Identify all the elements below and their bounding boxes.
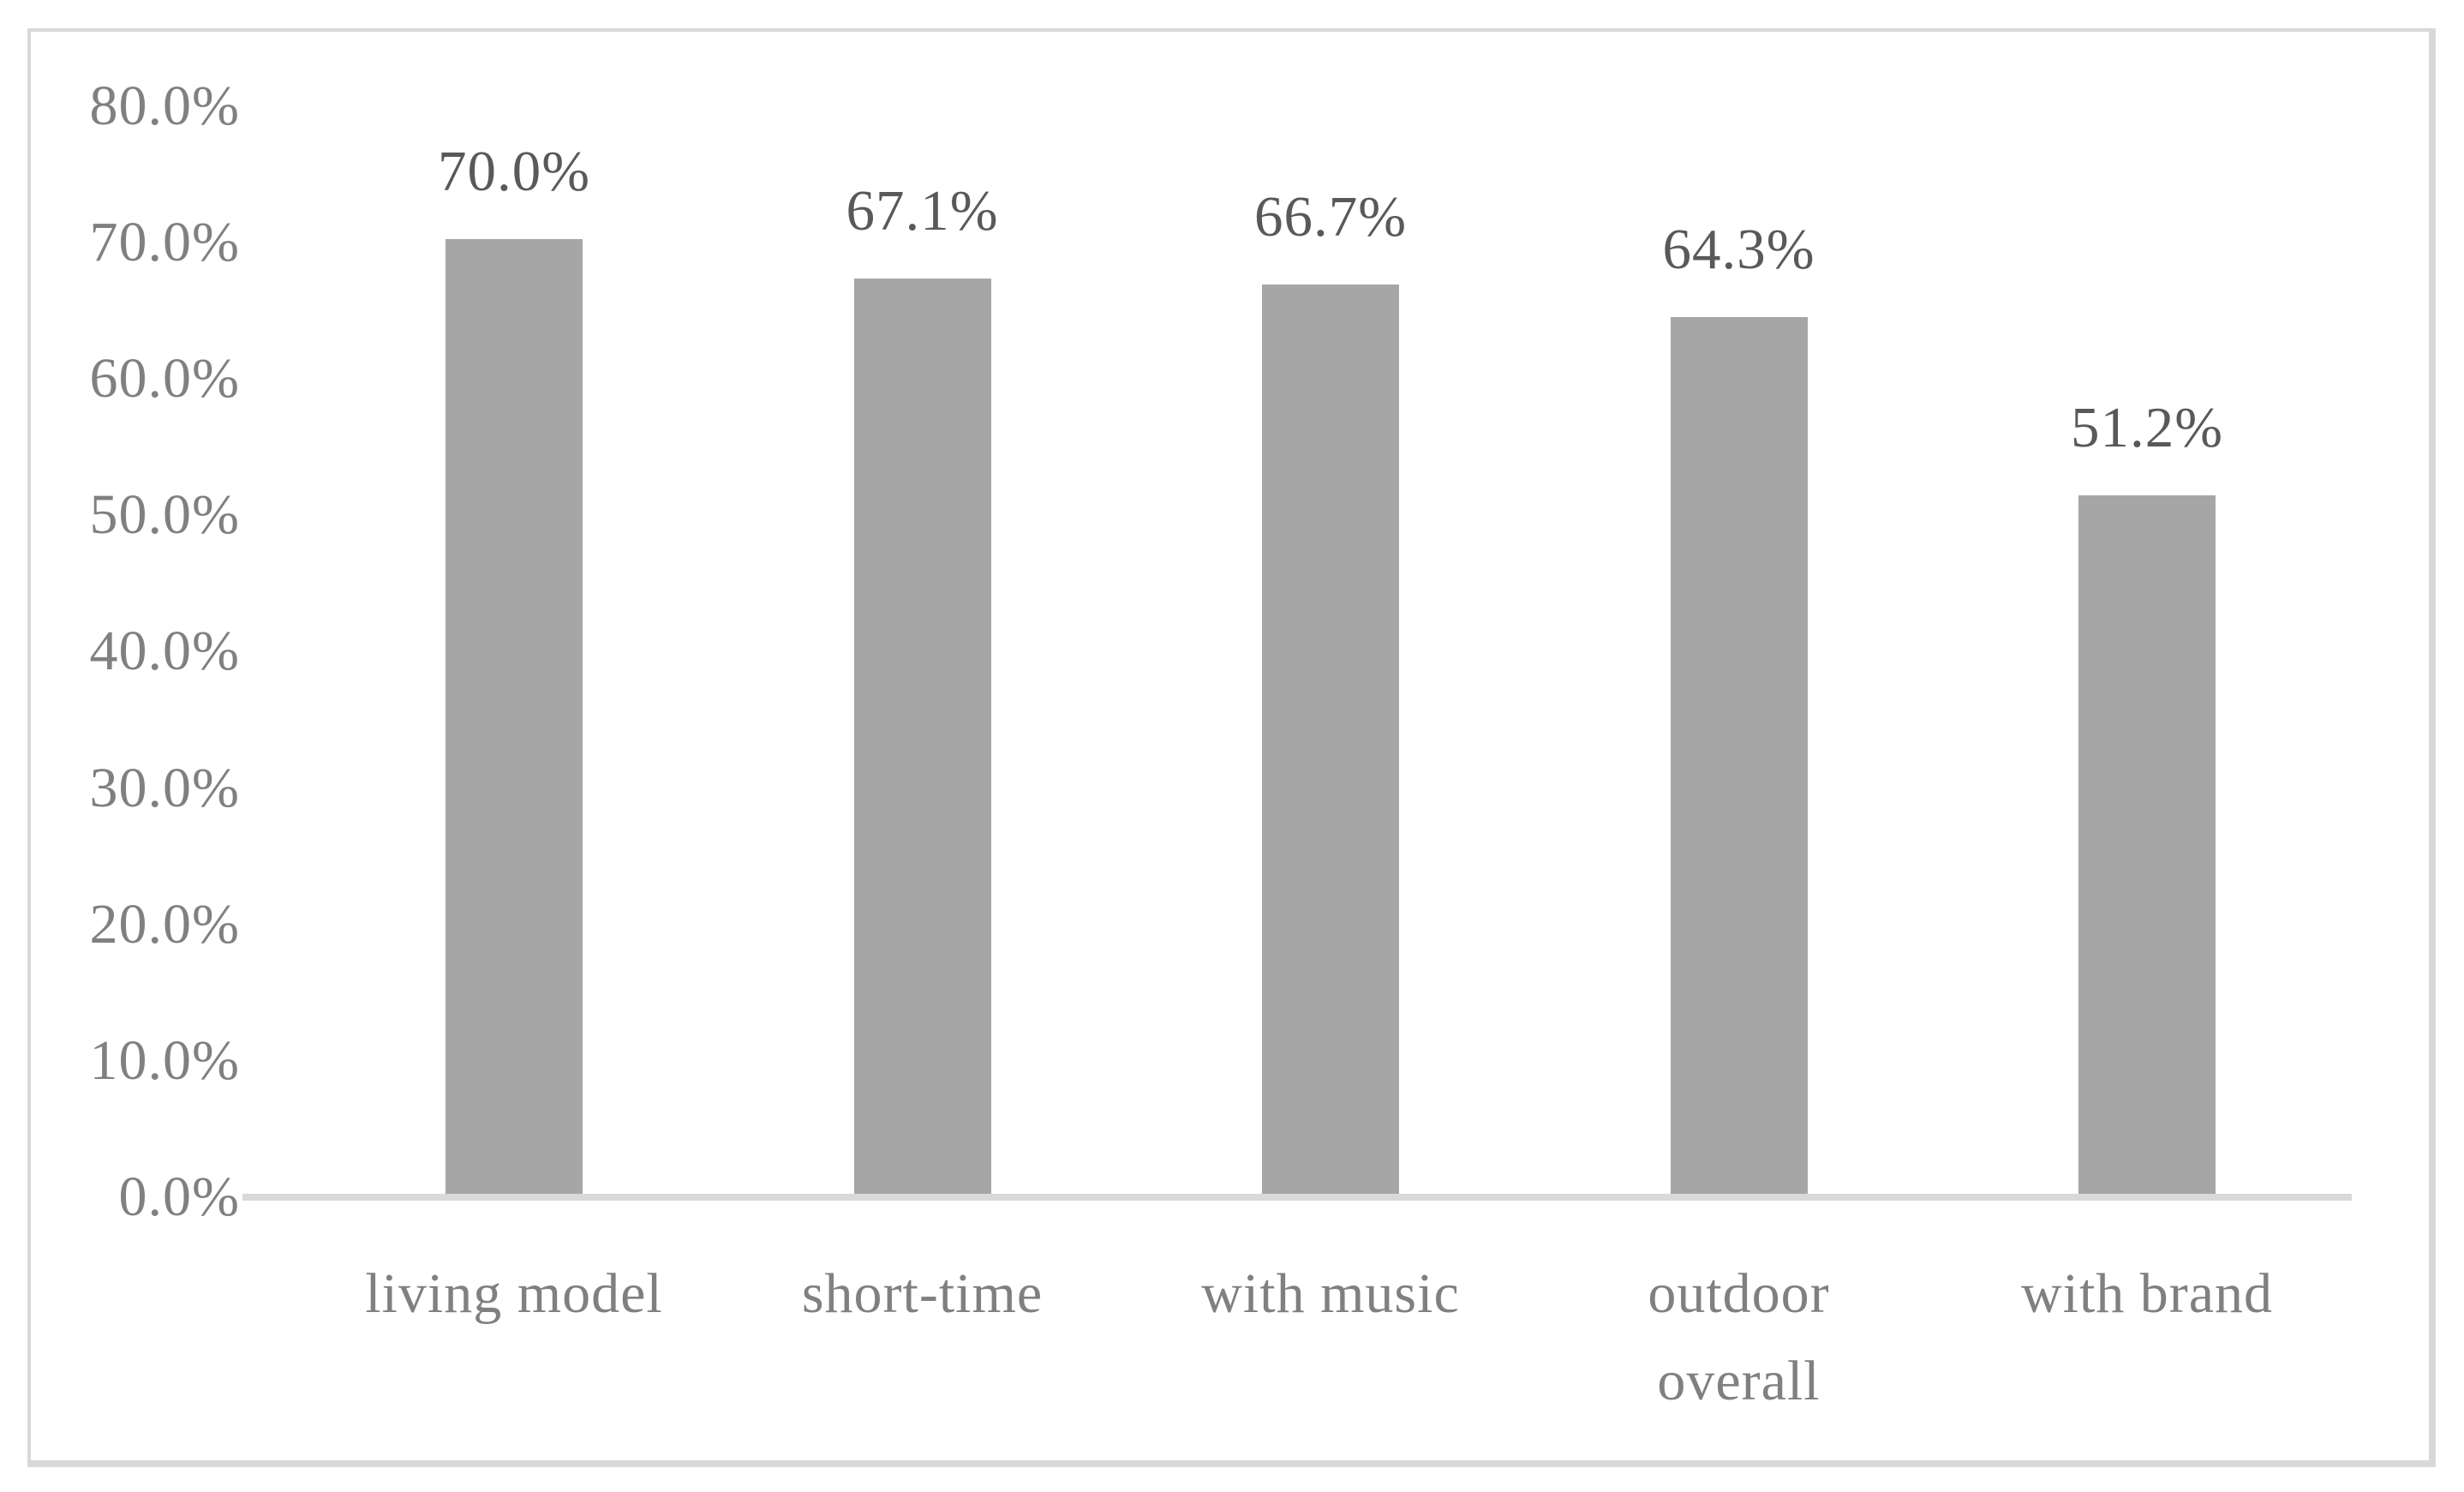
x-axis-category-label: outdoor overall: [1648, 1262, 1830, 1413]
y-axis-tick-label: 20.0%: [89, 892, 240, 956]
x-axis-category-label: with brand: [2020, 1262, 2274, 1325]
x-axis-category-label: with music: [1201, 1262, 1460, 1325]
bar-value-label: 67.1%: [846, 179, 999, 243]
y-axis-tick-label: 10.0%: [89, 1028, 240, 1092]
bar-value-label: 70.0%: [437, 140, 591, 204]
y-axis-tick-label: 80.0%: [89, 74, 240, 137]
y-axis-tick-label: 70.0%: [89, 211, 240, 274]
bar-chart-plot-area: 0.0% 10.0% 20.0% 30.0% 40.0% 50.0% 60.0% 70.0% 8…: [31, 32, 2429, 1460]
x-axis-category-label: living model: [365, 1262, 663, 1325]
bar-with-brand: [2078, 495, 2216, 1194]
x-axis-line: [242, 1194, 2352, 1201]
bar-value-label: 51.2%: [2070, 396, 2224, 460]
bar-living-model: [446, 239, 583, 1194]
bar-with-music: [1262, 284, 1399, 1194]
bar-short-time: [853, 279, 991, 1194]
y-axis-tick-label: 60.0%: [89, 347, 240, 410]
x-axis-category-label: short-time: [801, 1262, 1044, 1325]
bar-value-label: 64.3%: [1662, 217, 1815, 281]
y-axis-tick-label: 0.0%: [118, 1165, 240, 1228]
chart-frame: 0.0% 10.0% 20.0% 30.0% 40.0% 50.0% 60.0% 70.0% 8…: [27, 28, 2436, 1467]
bar-outdoor-overall: [1670, 316, 1808, 1194]
y-axis-tick-label: 40.0%: [89, 620, 240, 683]
y-axis-tick-label: 30.0%: [89, 756, 240, 819]
y-axis-tick-label: 50.0%: [89, 483, 240, 547]
bar-value-label: 66.7%: [1253, 184, 1408, 249]
